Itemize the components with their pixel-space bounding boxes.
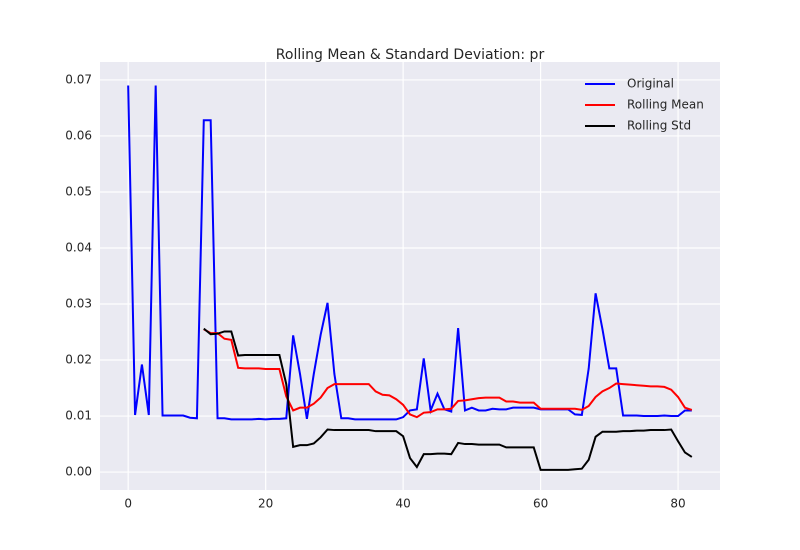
x-tick-label: 40: [395, 497, 410, 511]
x-tick-label: 0: [124, 497, 132, 511]
y-tick-label: 0.02: [65, 353, 92, 367]
legend-label: Rolling Std: [627, 119, 691, 133]
x-tick-label: 60: [533, 497, 548, 511]
x-tick-label: 20: [258, 497, 273, 511]
y-tick-label: 0.03: [65, 297, 92, 311]
series-line: [203, 327, 693, 471]
y-tick-label: 0.06: [65, 128, 92, 142]
series-line: [127, 85, 692, 421]
x-tick-label: 80: [670, 497, 685, 511]
legend-label: Original: [627, 77, 674, 91]
y-tick-label: 0.05: [65, 184, 92, 198]
y-tick-label: 0.00: [65, 465, 92, 479]
series-line: [203, 328, 693, 419]
y-tick-label: 0.04: [65, 240, 92, 254]
chart-title: Rolling Mean & Standard Deviation: pr: [276, 47, 545, 63]
y-tick-label: 0.07: [65, 72, 92, 86]
y-tick-label: 0.01: [65, 409, 92, 423]
legend-label: Rolling Mean: [627, 98, 704, 112]
